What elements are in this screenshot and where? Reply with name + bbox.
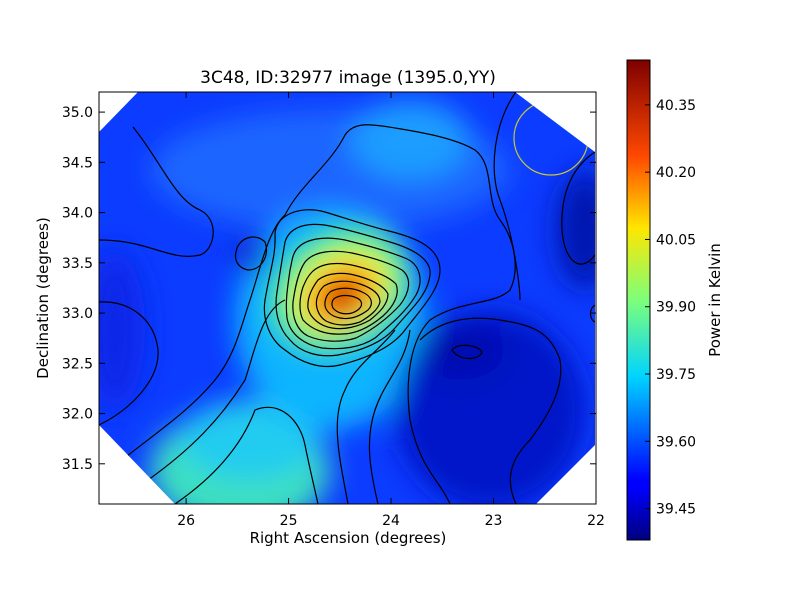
bg-light-blue: [350, 100, 470, 180]
y-axis-label: Declination (degrees): [34, 217, 52, 379]
y-axis-ticks: 31.5 32.0 32.5 33.0 33.5 34.0 34.5 35.0: [62, 105, 596, 473]
heatmap-image: [99, 92, 595, 504]
contour-line: [275, 223, 431, 357]
x-tick-label: 24: [382, 513, 400, 529]
x-tick-label: 26: [177, 513, 195, 529]
y-tick-label: 31.5: [62, 457, 93, 473]
contour-line: [147, 299, 286, 481]
y-tick-label: 32.5: [62, 356, 93, 372]
y-tick-label: 34.5: [62, 155, 93, 171]
y-tick-label: 32.0: [62, 407, 93, 423]
contour-line: [315, 280, 381, 326]
colorbar-ticks: 39.45 39.60 39.75 39.90 40.05 40.20 40.35: [645, 98, 696, 518]
y-tick-label: 34.0: [62, 206, 93, 222]
contour-line: [121, 124, 516, 504]
x-axis-ticks: 26 25 24 23 22: [177, 92, 605, 529]
plot-frame: [98, 91, 597, 505]
chart-title: 3C48, ID:32977 image (1395.0,YY): [200, 68, 496, 88]
contour-lines: [99, 92, 595, 504]
contour-line: [589, 304, 595, 323]
contour-line: [451, 344, 483, 360]
colorbar-tick-label: 40.20: [656, 165, 696, 181]
x-tick-label: 22: [587, 513, 605, 529]
y-tick-label: 35.0: [62, 105, 93, 121]
contour-line: [307, 272, 389, 330]
colorbar-label: Power in Kelvin: [706, 243, 724, 357]
y-tick-label: 33.0: [62, 306, 93, 322]
x-axis-label: Right Ascension (degrees): [250, 529, 447, 547]
contour-line: [493, 92, 521, 301]
cold-region-ne: [555, 170, 595, 290]
cold-spot-west: [236, 237, 268, 273]
colorbar-tick-label: 39.60: [656, 434, 696, 450]
contour-line: [99, 126, 214, 257]
y-tick-label: 33.5: [62, 256, 93, 272]
x-tick-label: 25: [280, 513, 298, 529]
x-tick-label: 23: [485, 513, 503, 529]
contour-line: [292, 250, 410, 342]
contour-line: [263, 209, 441, 368]
contour-line: [324, 287, 372, 320]
contour-line: [331, 294, 363, 315]
colorbar-tick-label: 39.90: [656, 300, 696, 316]
contour-line: [419, 317, 562, 504]
cold-region-west: [99, 250, 145, 410]
colorbar-tick-label: 40.05: [656, 232, 696, 248]
contour-line: [285, 237, 421, 350]
contour-line: [368, 329, 411, 504]
contour-line: [99, 301, 159, 426]
colorbar: [626, 59, 651, 541]
colorbar-tick-label: 39.45: [656, 502, 696, 518]
contour-line: [234, 236, 268, 271]
contour-line: [561, 151, 595, 265]
colorbar-tick-label: 40.35: [656, 98, 696, 114]
contour-line: [336, 329, 396, 504]
contour-line: [174, 406, 319, 504]
colorbar-tick-label: 39.75: [656, 367, 696, 383]
cold-region-east-2: [415, 320, 505, 380]
contour-line: [299, 262, 398, 335]
